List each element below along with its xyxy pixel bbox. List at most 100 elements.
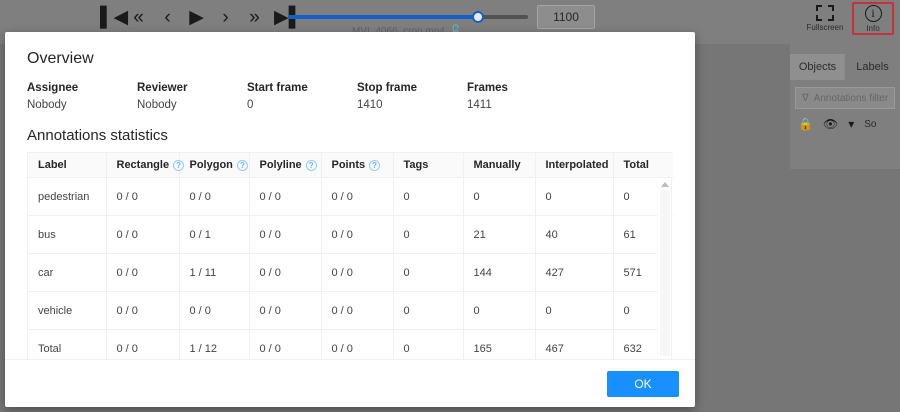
table-cell-value: 427 [535,253,614,292]
column-label: Total [623,159,649,171]
table-cell-value: 467 [535,329,614,359]
tab-objects[interactable]: Objects [790,54,845,80]
overview-key: Stop frame [357,82,418,94]
table-cell-value: 0 [393,291,464,330]
help-question-icon[interactable]: ? [236,159,248,171]
info-label: Info [866,24,880,33]
table-cell-value: 0 / 0 [179,291,250,330]
scroll-up-arrow-icon[interactable] [661,182,669,187]
table-column-header: Polygon? [179,153,250,178]
overview-field-frames: Frames 1411 [467,82,577,111]
table-cell-value: 0 / 0 [106,215,180,254]
table-cell-value: 0 [393,253,464,292]
table-column-header: Interpolated [535,153,614,178]
slider-handle[interactable] [471,11,484,23]
dialog-footer: OK [5,359,695,407]
overview-field-start-frame: Start frame 0 [247,82,357,111]
table-cell-value: 0 [535,291,614,330]
column-label: Interpolated [545,159,609,171]
statistics-title: Annotations statistics [27,127,168,144]
table-header: Label Rectangle? Polygon? Polyline? Points? T… [28,153,673,178]
overview-value: 1411 [467,99,492,111]
table-cell-label: car [28,253,107,292]
table-cell-value: 1 / 12 [179,329,250,359]
lock-icon[interactable]: 🔒 [798,117,813,131]
column-label: Polyline [259,159,302,171]
table-cell-value: 0 [535,177,614,216]
info-icon: i [864,5,882,22]
table-cell-value: 0 / 0 [179,177,250,216]
table-cell-value: 40 [535,215,614,254]
side-panel-tools: 🔒 👁 ▾ So [798,117,895,131]
table-cell-value: 0 / 0 [106,253,180,292]
table-cell-value: 0 / 0 [321,253,394,292]
task-info-dialog: Overview Assignee Nobody Reviewer Nobody… [5,32,695,407]
table-cell-value: 0 / 0 [321,291,394,330]
table-cell-label: vehicle [28,291,107,330]
table-cell-value: 0 / 0 [249,177,322,216]
overview-key: Frames [467,82,508,94]
overview-key: Start frame [247,82,308,94]
overview-value: 1410 [357,99,383,111]
table-cell-value: 21 [463,215,536,254]
help-question-icon[interactable]: ? [305,159,317,171]
table-cell-label: pedestrian [28,177,107,216]
table-cell-value: 0 / 0 [321,177,394,216]
info-button[interactable]: i Info [852,2,894,35]
table-cell-value: 0 [393,215,464,254]
tab-labels[interactable]: Labels [856,61,889,73]
hidden-eye-icon[interactable]: 👁 [822,117,839,131]
frame-slider[interactable] [288,8,528,26]
table-cell-value: 0 [463,177,536,216]
table-cell-value: 0 / 0 [249,291,322,330]
table-cell-value: 0 / 1 [179,215,250,254]
overview-value: Nobody [137,99,177,111]
filter-icon: ∇ [802,92,809,104]
previous-frame-icon[interactable]: ‹ [164,6,171,28]
play-icon[interactable]: ▶ [189,6,204,28]
table-cell-value: 165 [463,329,536,359]
video-filename: MVI_4066_crop.mp4 [352,26,445,37]
frame-number-input[interactable]: 1100 [537,5,595,29]
overview-field-reviewer: Reviewer Nobody [137,82,247,111]
annotations-statistics-table: Label Rectangle? Polygon? Polyline? Points? T… [27,152,673,359]
column-label: Points [331,159,366,171]
table-cell-value: 0 / 0 [106,329,180,359]
side-panel-tabs: Objects Labels [790,54,900,80]
column-label: Label [38,159,67,171]
table-cell-value: 0 / 0 [249,215,322,254]
table-cell-label: bus [28,215,107,254]
table-cell-value: 1 / 11 [179,253,250,292]
column-label: Tags [403,159,429,171]
table-cell-value: 0 / 0 [249,253,322,292]
scrollbar-track[interactable] [660,190,670,356]
overview-value: Nobody [27,99,67,111]
forward-jump-icon[interactable]: » [249,6,260,28]
help-question-icon[interactable]: ? [369,159,381,171]
table-cell-value: 0 / 0 [321,329,394,359]
dialog-body: Overview Assignee Nobody Reviewer Nobody… [5,32,695,359]
fullscreen-button[interactable]: Fullscreen [804,2,846,32]
toolbar-right-actions: Fullscreen i Info [804,2,894,35]
table-cell-label: Total [28,329,107,359]
table-cell-value: 0 [393,329,464,359]
table-scrollbar[interactable] [657,178,671,359]
next-frame-icon[interactable]: › [222,6,229,28]
fullscreen-label: Fullscreen [806,23,844,32]
overview-title: Overview [27,50,94,67]
annotations-filter-input[interactable]: ∇ Annotations filter [795,87,895,109]
chevron-down-icon[interactable]: ▾ [848,117,855,131]
table-cell-value: 0 [393,177,464,216]
help-question-icon[interactable]: ? [173,159,185,171]
table-column-header: Tags [393,153,464,178]
table-column-header: Manually [463,153,536,178]
overview-field-stop-frame: Stop frame 1410 [357,82,467,111]
backward-jump-icon[interactable]: « [133,6,144,28]
sort-label[interactable]: So [864,118,877,130]
ok-button[interactable]: OK [607,370,679,397]
overview-key: Reviewer [137,82,188,94]
